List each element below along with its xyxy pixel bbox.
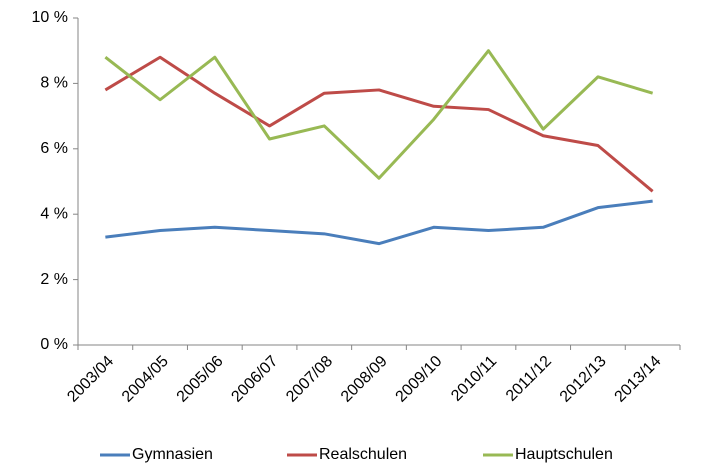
x-tick-label: 2009/10	[393, 353, 446, 406]
x-tick-label: 2013/14	[612, 353, 665, 406]
x-tick-label: 2005/06	[174, 353, 227, 406]
x-tick-label: 2003/04	[64, 353, 117, 406]
y-tick-label: 2 %	[40, 271, 68, 288]
y-tick-label: 8 %	[40, 75, 68, 92]
line-series	[104, 55, 654, 193]
x-tick-label: 2010/11	[448, 353, 500, 405]
y-tick-label: 0 %	[40, 336, 68, 353]
x-tick-label: 2007/08	[283, 353, 336, 406]
x-tick-label: 2011/12	[503, 353, 555, 405]
y-tick-label: 6 %	[40, 140, 68, 157]
y-tick-label: 4 %	[40, 205, 68, 222]
legend-label: Realschulen	[319, 446, 407, 463]
legend-label: Hauptschulen	[515, 446, 613, 463]
x-tick-label: 2008/09	[338, 353, 391, 406]
x-tick-label: 2012/13	[557, 353, 610, 406]
x-tick-label: 2006/07	[228, 353, 281, 406]
line-series	[104, 49, 654, 180]
legend-label: Gymnasien	[132, 446, 213, 463]
line-series	[105, 199, 653, 246]
x-tick-label: 2004/05	[119, 353, 172, 406]
y-tick-label: 10 %	[32, 9, 68, 26]
